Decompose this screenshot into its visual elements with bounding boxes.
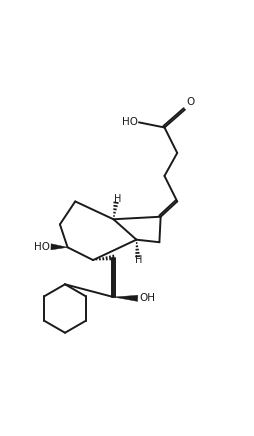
Text: O: O (185, 97, 194, 107)
Polygon shape (51, 244, 67, 250)
Text: HO: HO (34, 242, 50, 252)
Text: HO: HO (121, 116, 137, 126)
Text: OH: OH (138, 293, 154, 303)
Text: H: H (113, 194, 120, 204)
Polygon shape (113, 295, 137, 301)
Text: H: H (135, 255, 142, 265)
